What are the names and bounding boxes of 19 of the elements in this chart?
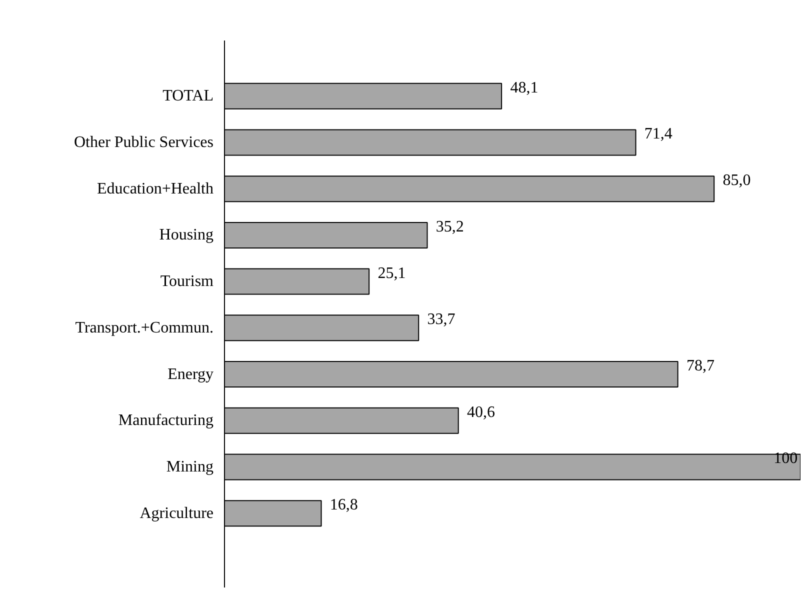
data-label: 85,0: [722, 172, 751, 190]
y-tick-label: Other Public Services: [74, 134, 214, 151]
data-label: 35,2: [436, 218, 464, 236]
data-label: 71,4: [644, 126, 672, 143]
y-tick-label: TOTAL: [162, 88, 214, 105]
data-label: 16,8: [330, 496, 358, 514]
y-tick-label: Agriculture: [140, 504, 214, 522]
data-label: 78,7: [686, 357, 714, 374]
y-tick-label: Education+Health: [96, 180, 214, 198]
y-tick-label: Mining: [166, 458, 214, 476]
data-label: 40,6: [466, 404, 495, 421]
data-label: 48,1: [510, 79, 538, 96]
y-tick-label: Transport.+Commun.: [75, 319, 214, 336]
y-tick-label: Housing: [159, 226, 214, 244]
data-label: 33,7: [427, 311, 456, 328]
y-tick-label: Manufacturing: [118, 412, 214, 430]
y-tick-label: Energy: [168, 366, 214, 383]
data-label: 25,1: [378, 264, 406, 282]
y-tick-label: Tourism: [160, 273, 214, 290]
